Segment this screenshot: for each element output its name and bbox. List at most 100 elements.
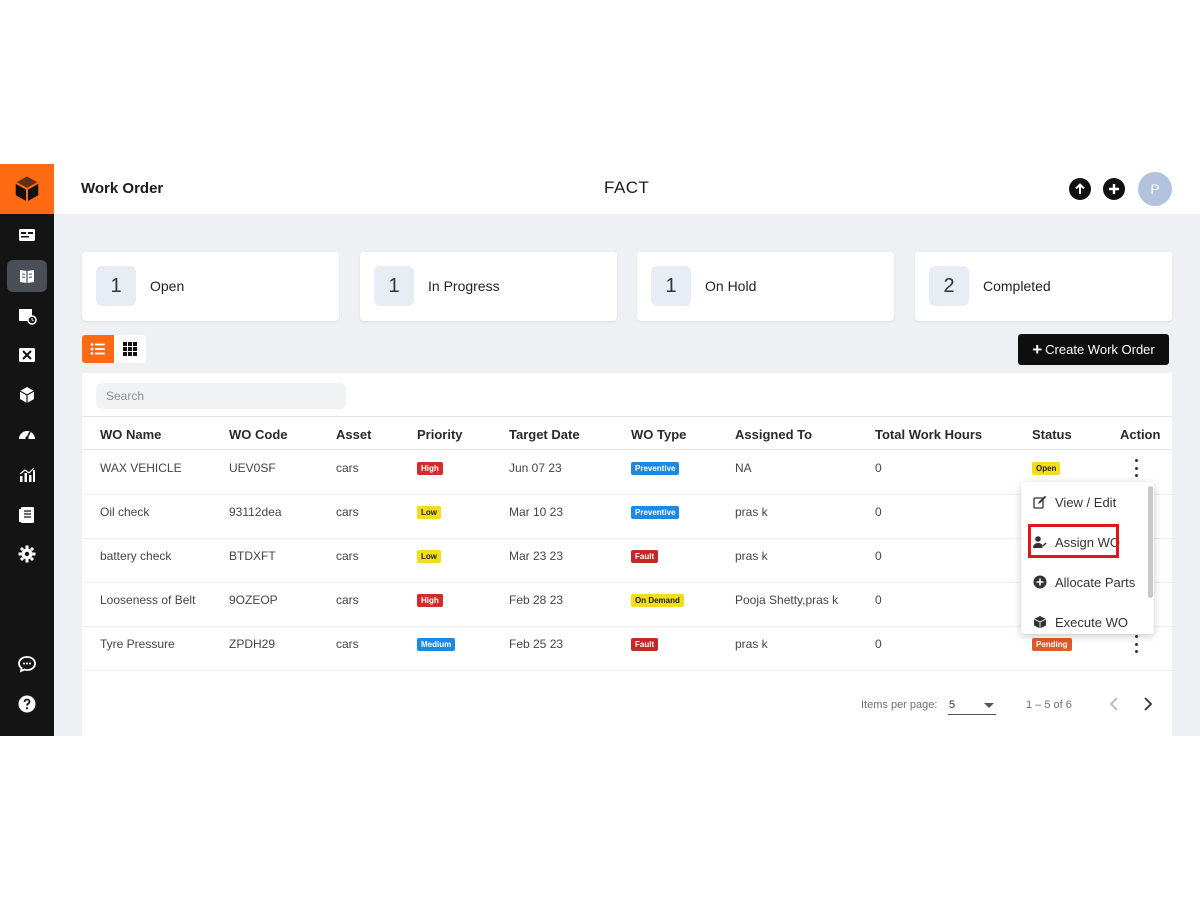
stat-card-in-progress[interactable]: 1 In Progress <box>360 252 617 321</box>
sidebar-item-inventory[interactable] <box>7 379 47 411</box>
chat-icon <box>18 656 36 673</box>
asset: cars <box>336 549 359 563</box>
assigned-to: NA <box>735 461 752 475</box>
list-view-button[interactable] <box>82 335 114 363</box>
sidebar-item-dashboard[interactable] <box>7 219 47 251</box>
help-icon <box>18 695 36 713</box>
priority-badge: High <box>417 594 443 607</box>
column-header[interactable]: Assigned To <box>735 427 813 442</box>
menu-item-execute-wo[interactable]: Execute WO <box>1021 602 1146 634</box>
avatar[interactable]: P <box>1138 172 1172 206</box>
assigned-to: Pooja Shetty,pras k <box>735 593 839 607</box>
target-date: Mar 10 23 <box>509 505 564 519</box>
grid-view-button[interactable] <box>114 335 146 363</box>
table-row[interactable]: WAX VEHICLE UEV0SF cars High Jun 07 23 P… <box>82 451 1172 495</box>
search-input[interactable] <box>96 383 346 409</box>
wo-name: Oil check <box>100 505 150 519</box>
arrow-up-icon <box>1075 183 1085 194</box>
target-date: Jun 07 23 <box>509 461 562 475</box>
page-title: Work Order <box>81 180 164 197</box>
menu-item-label: Allocate Parts <box>1055 574 1136 590</box>
table-row[interactable]: Tyre Pressure ZPDH29 cars Medium Feb 25 … <box>82 627 1172 671</box>
menu-item-view-edit[interactable]: View / Edit <box>1021 482 1146 522</box>
menu-item-allocate-parts[interactable]: Allocate Parts <box>1021 562 1146 602</box>
asset: cars <box>336 637 359 651</box>
gear-icon <box>18 545 36 563</box>
plus-icon <box>1109 184 1119 194</box>
cube-icon <box>1033 616 1047 629</box>
wo-code: 93112dea <box>229 505 282 519</box>
stat-count: 1 <box>374 266 414 306</box>
column-header[interactable]: Target Date <box>509 427 580 442</box>
stat-count: 2 <box>929 266 969 306</box>
priority-badge: Low <box>417 506 441 519</box>
asset: cars <box>336 505 359 519</box>
priority-badge: Low <box>417 550 441 563</box>
wo-code: ZPDH29 <box>229 637 276 651</box>
add-button[interactable] <box>1103 178 1125 200</box>
assigned-to: pras k <box>735 505 768 519</box>
work-hours: 0 <box>875 637 882 651</box>
column-header[interactable]: Status <box>1032 427 1072 442</box>
upload-button[interactable] <box>1069 178 1091 200</box>
sidebar <box>0 164 54 736</box>
sidebar-item-help[interactable] <box>7 688 47 720</box>
work-hours: 0 <box>875 549 882 563</box>
stat-label: On Hold <box>705 278 757 294</box>
edit-icon <box>1033 495 1047 509</box>
document-icon <box>19 507 34 523</box>
work-order-table-panel: WO Name WO Code Asset Priority Target Da… <box>82 373 1172 736</box>
table-row[interactable]: Looseness of Belt 9OZEOP cars High Feb 2… <box>82 583 1172 627</box>
logo[interactable] <box>0 164 54 214</box>
stat-count: 1 <box>96 266 136 306</box>
row-action-menu-button[interactable] <box>1131 459 1141 477</box>
stat-card-completed[interactable]: 2 Completed <box>915 252 1172 321</box>
table-row[interactable]: battery check BTDXFT cars Low Mar 23 23 … <box>82 539 1172 583</box>
target-date: Mar 23 23 <box>509 549 564 563</box>
column-header[interactable]: WO Code <box>229 427 288 442</box>
create-work-order-label: Create Work Order <box>1045 342 1155 357</box>
stat-label: Open <box>150 278 185 294</box>
sidebar-item-analytics[interactable] <box>7 459 47 491</box>
stat-card-on-hold[interactable]: 1 On Hold <box>637 252 894 321</box>
bar-chart-icon <box>19 467 35 482</box>
create-work-order-button[interactable]: + Create Work Order <box>1018 334 1169 365</box>
menu-item-assign-wo[interactable]: Assign WO <box>1021 522 1146 562</box>
wo-name: Tyre Pressure <box>100 637 175 651</box>
sidebar-item-schedule[interactable] <box>7 299 47 331</box>
column-header[interactable]: Asset <box>336 427 372 442</box>
row-action-menu-button[interactable] <box>1131 635 1141 653</box>
previous-page-button[interactable] <box>1103 693 1125 715</box>
column-header[interactable]: Priority <box>417 427 463 442</box>
plus-icon: + <box>1032 340 1043 359</box>
sidebar-item-reports[interactable] <box>7 499 47 531</box>
column-header: Action <box>1120 427 1161 442</box>
wo-type-badge: Preventive <box>631 506 680 519</box>
stat-label: Completed <box>983 278 1051 294</box>
priority-badge: Medium <box>417 638 456 651</box>
sidebar-item-maintenance[interactable] <box>7 339 47 371</box>
gauge-icon <box>19 431 35 440</box>
assigned-to: pras k <box>735 549 768 563</box>
id-card-icon <box>19 229 35 241</box>
next-page-button[interactable] <box>1137 693 1159 715</box>
items-per-page-select[interactable]: 5 <box>948 695 996 715</box>
table-row[interactable]: Oil check 93112dea cars Low Mar 10 23 Pr… <box>82 495 1172 539</box>
items-per-page-label: Items per page: <box>861 699 938 711</box>
sidebar-item-settings[interactable] <box>7 538 47 570</box>
wo-code: 9OZEOP <box>229 593 278 607</box>
menu-scrollbar[interactable] <box>1148 486 1153 598</box>
status-badge: Pending <box>1032 638 1072 651</box>
list-icon <box>90 343 105 355</box>
sidebar-item-chat[interactable] <box>7 648 47 680</box>
wo-code: UEV0SF <box>229 461 276 475</box>
stat-card-open[interactable]: 1 Open <box>82 252 339 321</box>
work-hours: 0 <box>875 461 882 475</box>
column-header[interactable]: WO Type <box>631 427 687 442</box>
sidebar-item-work-order[interactable] <box>7 260 47 292</box>
column-header[interactable]: WO Name <box>100 427 162 442</box>
wo-name: battery check <box>100 549 172 563</box>
column-header[interactable]: Total Work Hours <box>875 427 983 442</box>
sidebar-item-meters[interactable] <box>7 419 47 451</box>
grid-icon <box>123 342 137 356</box>
